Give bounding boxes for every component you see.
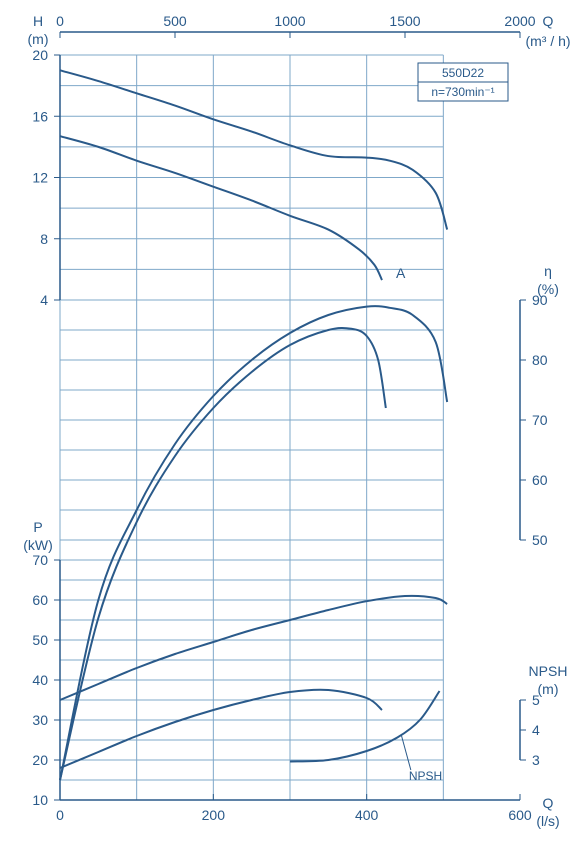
svg-text:3: 3 xyxy=(532,752,540,768)
svg-text:400: 400 xyxy=(355,807,379,823)
svg-text:70: 70 xyxy=(532,412,548,428)
svg-text:1500: 1500 xyxy=(389,13,420,29)
svg-text:0: 0 xyxy=(56,13,64,29)
svg-text:500: 500 xyxy=(163,13,187,29)
svg-text:550D22: 550D22 xyxy=(442,66,484,80)
svg-text:(%): (%) xyxy=(537,281,559,297)
svg-text:(m³ / h): (m³ / h) xyxy=(525,33,570,49)
svg-text:(m): (m) xyxy=(28,31,49,47)
svg-text:12: 12 xyxy=(32,170,48,186)
svg-text:(l/s): (l/s) xyxy=(536,813,559,829)
pump-curve-chart: 0 500 1000 1500 2000 Q (m³ / h) 0 200 400 600 Q (l/s… xyxy=(0,0,580,850)
curve-p-lower xyxy=(60,690,382,768)
curve-h-upper xyxy=(60,70,447,229)
svg-text:4: 4 xyxy=(532,722,540,738)
svg-text:10: 10 xyxy=(32,792,48,808)
svg-text:2000: 2000 xyxy=(504,13,535,29)
svg-text:P: P xyxy=(33,519,42,535)
svg-text:16: 16 xyxy=(32,108,48,124)
svg-text:0: 0 xyxy=(56,807,64,823)
svg-text:20: 20 xyxy=(32,752,48,768)
svg-text:600: 600 xyxy=(508,807,532,823)
svg-text:(kW): (kW) xyxy=(23,537,53,553)
curve-p-upper xyxy=(60,596,447,700)
chart-svg: 0 500 1000 1500 2000 Q (m³ / h) 0 200 400 600 Q (l/s… xyxy=(0,0,580,850)
svg-text:80: 80 xyxy=(532,352,548,368)
svg-text:200: 200 xyxy=(202,807,226,823)
svg-text:4: 4 xyxy=(40,292,48,308)
curve-npsh xyxy=(290,691,440,762)
svg-text:20: 20 xyxy=(32,47,48,63)
svg-text:H: H xyxy=(33,13,43,29)
svg-text:Q: Q xyxy=(543,13,554,29)
svg-text:n=730min⁻¹: n=730min⁻¹ xyxy=(431,85,494,99)
svg-text:40: 40 xyxy=(32,672,48,688)
svg-text:50: 50 xyxy=(532,532,548,548)
svg-text:η: η xyxy=(544,263,552,279)
svg-text:NPSH: NPSH xyxy=(409,769,442,783)
svg-text:Q: Q xyxy=(543,795,554,811)
svg-text:30: 30 xyxy=(32,712,48,728)
svg-text:A: A xyxy=(396,265,406,281)
svg-text:1000: 1000 xyxy=(274,13,305,29)
svg-text:NPSH: NPSH xyxy=(529,663,568,679)
curve-eta-upper xyxy=(60,306,447,780)
svg-text:8: 8 xyxy=(40,231,48,247)
svg-text:70: 70 xyxy=(32,552,48,568)
svg-text:60: 60 xyxy=(32,592,48,608)
svg-text:50: 50 xyxy=(32,632,48,648)
curve-eta-lower xyxy=(60,328,386,780)
svg-text:(m): (m) xyxy=(538,681,559,697)
svg-text:60: 60 xyxy=(532,472,548,488)
